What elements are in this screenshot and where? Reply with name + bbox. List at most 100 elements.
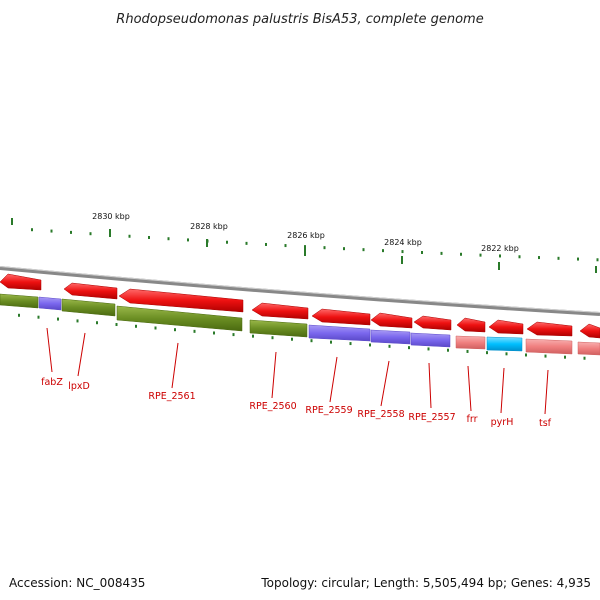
- tick-mark: [128, 234, 131, 238]
- gene-arrow: [370, 312, 413, 329]
- cog-bar: [455, 335, 486, 350]
- tick-mark: [408, 346, 410, 350]
- tick-mark: [382, 249, 384, 253]
- tick-mark: [349, 342, 352, 346]
- tick-mark: [18, 313, 20, 317]
- leader-line: [46, 327, 53, 373]
- gene-arrow: [413, 315, 452, 331]
- tick-mark: [284, 244, 287, 248]
- tick-mark: [304, 245, 306, 249]
- tick-mark: [505, 352, 508, 356]
- cog-bar: [525, 338, 573, 355]
- cog-bar: [370, 329, 411, 345]
- tick-mark: [96, 321, 98, 325]
- tick-mark: [265, 242, 267, 246]
- tick-mark: [187, 238, 189, 242]
- tick-mark: [76, 319, 79, 323]
- gene-label-rpe-2557: RPE_2557: [408, 412, 455, 423]
- tick-mark: [479, 253, 482, 257]
- tick-mark: [271, 336, 274, 340]
- tick-mark: [362, 248, 365, 252]
- tick-mark: [401, 250, 404, 254]
- tick-mark: [466, 349, 469, 353]
- tick-mark: [148, 235, 150, 239]
- scale-label: 2826 kbp: [287, 231, 325, 240]
- tick-mark: [174, 328, 176, 332]
- cog-bars: [0, 293, 600, 356]
- tick-mark: [518, 255, 521, 259]
- tick-mark: [154, 326, 157, 330]
- scale-label: 2824 kbp: [384, 238, 422, 247]
- cog-bar: [308, 324, 371, 342]
- tick-mark: [369, 343, 371, 347]
- tick-mark: [577, 257, 579, 261]
- leader-line: [500, 367, 505, 414]
- genome-title: Rhodopseudomonas palustris BisA53, compl…: [116, 12, 483, 27]
- cog-bar: [486, 336, 523, 352]
- gene-arrow: [118, 288, 244, 313]
- tick-mark: [388, 344, 391, 348]
- tick-mark: [440, 251, 443, 255]
- topology-text: Topology: circular; Length: 5,505,494 bp…: [260, 576, 591, 590]
- accession-text: Accession: NC_008435: [9, 576, 145, 590]
- tick-mark: [525, 353, 527, 357]
- tick-mark: [544, 354, 547, 358]
- leader-line: [171, 342, 179, 389]
- tick-mark: [499, 254, 501, 258]
- tick-mark: [135, 324, 137, 328]
- gene-arrow: [579, 323, 600, 339]
- tick-mark: [564, 355, 566, 359]
- gene-label-rpe-2560: RPE_2560: [249, 401, 296, 412]
- tick-mark: [421, 250, 423, 254]
- leader-line: [329, 356, 338, 403]
- scale-label: 2828 kbp: [190, 222, 228, 231]
- gene-arrow: [311, 308, 371, 326]
- tick-mark: [447, 348, 449, 352]
- gene-arrow: [488, 319, 524, 335]
- scale-label: 2830 kbp: [92, 212, 130, 221]
- genome-backbone: [0, 266, 600, 316]
- tick-mark: [167, 237, 170, 241]
- tick-mark: [330, 340, 332, 344]
- leader-line: [271, 351, 277, 399]
- cog-bar: [410, 332, 451, 348]
- tick-mark: [343, 247, 345, 251]
- tick-mark: [310, 339, 313, 343]
- tick-mark: [115, 323, 118, 327]
- tick-mark: [57, 317, 59, 321]
- red-gene-arrows: [0, 273, 600, 339]
- leader-line: [467, 365, 472, 412]
- cog-bar: [116, 305, 243, 332]
- tick-mark: [583, 356, 586, 360]
- tick-mark: [193, 329, 196, 333]
- leader-line: [544, 369, 549, 415]
- tick-mark: [460, 252, 462, 256]
- cog-bar: [0, 293, 39, 309]
- leader-line: [77, 332, 86, 377]
- tick-mark: [596, 258, 599, 262]
- tick-mark: [323, 246, 326, 250]
- cog-bar: [61, 298, 116, 317]
- tick-mark: [538, 256, 540, 260]
- cog-bar: [249, 319, 308, 338]
- scale-major-ticks: [11, 218, 597, 273]
- label-leaders: [46, 327, 549, 415]
- tick-mark: [291, 337, 293, 341]
- tick-mark: [245, 241, 248, 245]
- gene-label-rpe-2559: RPE_2559: [305, 405, 352, 416]
- tick-mark: [31, 228, 33, 232]
- scale-minor-ticks: [31, 228, 599, 262]
- tick-mark: [70, 230, 72, 234]
- gene-label-rpe-2558: RPE_2558: [357, 409, 404, 420]
- leader-line: [428, 362, 432, 409]
- tick-mark: [89, 232, 92, 236]
- tick-mark: [252, 334, 254, 338]
- gene-label-pyrh: pyrH: [491, 417, 514, 428]
- tick-mark: [486, 351, 488, 355]
- tick-mark: [226, 240, 228, 244]
- gene-label-rpe-2561: RPE_2561: [148, 391, 195, 402]
- tick-mark: [232, 333, 235, 337]
- tick-mark: [50, 229, 53, 233]
